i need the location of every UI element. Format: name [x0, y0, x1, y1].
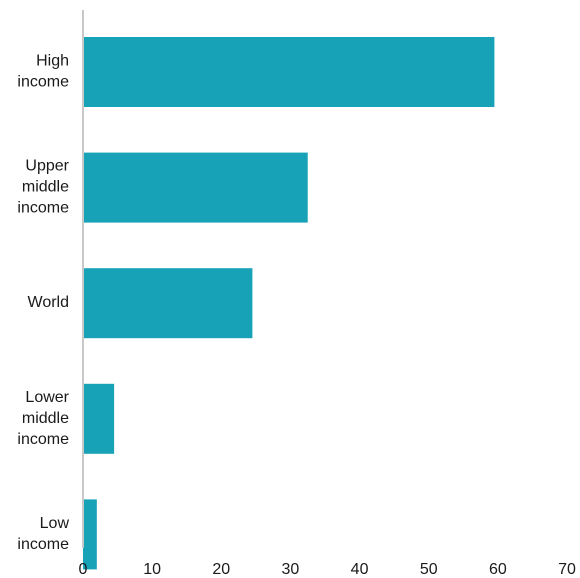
category-labels: High income Upper middle income World Lower mid…	[17, 53, 69, 553]
bar-1	[83, 152, 308, 223]
category-label-0: High income	[17, 53, 69, 91]
x-tick-label-7: 70	[558, 561, 576, 578]
category-label-4: Low income	[17, 515, 69, 553]
bar-0	[83, 37, 495, 107]
x-tick-label-3: 30	[282, 561, 300, 578]
x-tick-label-4: 40	[351, 561, 369, 578]
x-tick-label-5: 50	[420, 561, 438, 578]
x-tick-labels: 0 10 20 30 40 50 60 70	[79, 561, 576, 578]
x-tick-label-0: 0	[79, 561, 88, 578]
x-tick-label-2: 20	[212, 561, 230, 578]
category-label-3: Lower middle income	[17, 389, 69, 448]
category-label-2: World	[28, 294, 70, 311]
x-tick-label-1: 10	[143, 561, 161, 578]
bar-4	[83, 499, 97, 570]
x-tick-label-6: 60	[489, 561, 507, 578]
category-label-1: Upper middle income	[17, 158, 69, 217]
bars-group	[83, 37, 495, 570]
bar-2	[83, 268, 253, 339]
bar-3	[83, 383, 115, 454]
